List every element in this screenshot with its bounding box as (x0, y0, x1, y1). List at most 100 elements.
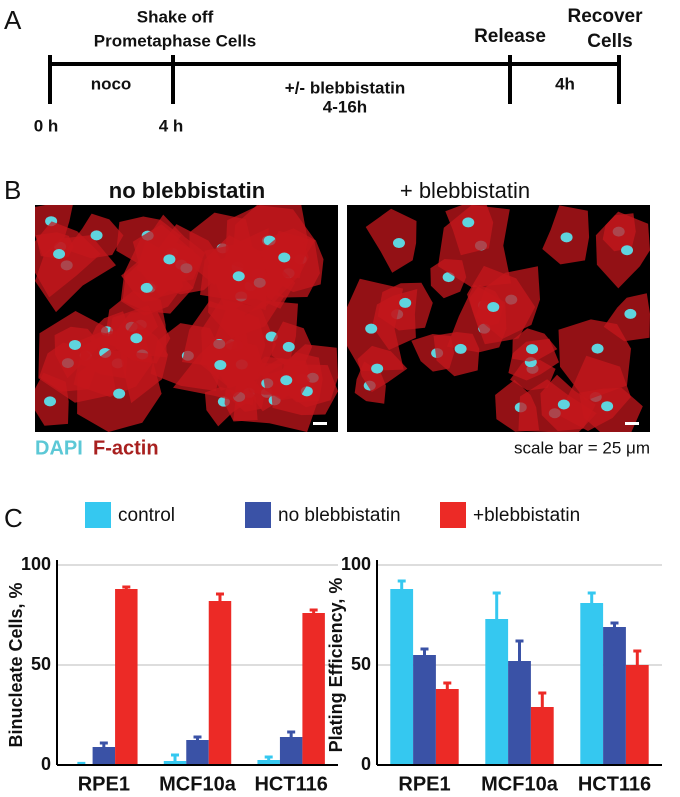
y-tick-label: 100 (21, 554, 51, 574)
scale-bar (313, 422, 327, 425)
error-bar (171, 753, 180, 761)
bar (625, 665, 649, 765)
bar (186, 740, 209, 765)
bar (530, 707, 554, 765)
cell-nucleus (232, 271, 245, 282)
bar (279, 737, 303, 765)
error-bar (193, 735, 202, 740)
y-tick-label: 100 (341, 554, 371, 574)
bar (413, 655, 436, 765)
cell-nucleus (44, 396, 57, 407)
bar (302, 613, 325, 765)
bar (508, 661, 531, 765)
cell-nucleus (621, 245, 634, 256)
x-tick-label: MCF10a (159, 773, 237, 795)
cell-nucleus (53, 249, 66, 260)
timeline-label: Release (474, 26, 546, 47)
cell-nucleus (454, 343, 467, 354)
timeline-label: 4 h (159, 116, 184, 135)
cell-nucleus (526, 344, 539, 355)
timeline (48, 55, 621, 104)
y-axis-label: Plating Efficiency, % (326, 578, 346, 753)
cell-nucleus (601, 401, 614, 412)
bar (115, 589, 138, 765)
legend-label: control (118, 505, 175, 526)
cell-actin (54, 326, 101, 379)
error-bar (397, 579, 406, 589)
error-bar (633, 649, 642, 665)
bar (580, 603, 604, 765)
bar (92, 747, 116, 765)
legend-swatch (440, 502, 466, 528)
y-tick-label: 50 (351, 654, 371, 674)
panel-label: A (4, 5, 22, 35)
cell-actin (467, 265, 536, 345)
stain-label: DAPI (35, 437, 83, 459)
error-bar (515, 639, 524, 661)
legend-swatch (85, 502, 111, 528)
error-bar (287, 730, 296, 737)
charts: 0 50 100 Binucleate Cells, % RPE1 MCF10a HCT11… (6, 554, 662, 795)
legend-label: no blebbistatin (278, 505, 401, 526)
error-bar (77, 761, 86, 765)
y-tick-label: 50 (31, 654, 51, 674)
timeline-label: Prometaphase Cells (94, 31, 257, 50)
micrograph (347, 205, 650, 432)
cell-nucleus (130, 333, 143, 344)
error-bar (443, 681, 452, 689)
bar (208, 601, 232, 765)
x-tick-label: MCF10a (481, 773, 559, 795)
timeline-label: 0 h (34, 116, 59, 135)
scale-bar (625, 422, 639, 425)
y-tick-label: 0 (41, 754, 51, 774)
cell-actin (173, 340, 261, 406)
x-tick-label: RPE1 (78, 773, 130, 795)
cell-nucleus (214, 360, 227, 371)
bar (390, 589, 414, 765)
bar (163, 761, 187, 765)
cell-actin (433, 332, 480, 377)
cell-nucleus (399, 297, 412, 308)
cell-actin (35, 221, 101, 298)
error-bar (99, 741, 108, 747)
cell-nucleus (462, 217, 475, 228)
micrograph (35, 205, 338, 432)
legend-swatch (245, 502, 271, 528)
cell-actin (558, 319, 631, 401)
error-bar (420, 647, 429, 655)
bar (603, 627, 626, 765)
scale-label: scale bar = 25 μm (514, 438, 650, 457)
timeline-label: 4-16h (323, 97, 367, 116)
cell-nucleus (113, 388, 126, 399)
legend-label: +blebbistatin (473, 505, 580, 526)
cell-nucleus (278, 252, 291, 263)
cell-nucleus (557, 399, 570, 410)
timeline-label: noco (91, 74, 132, 93)
image-title: no blebbistatin (109, 178, 265, 203)
cell-actin (445, 205, 494, 256)
error-bar (610, 621, 619, 627)
cell-nucleus (365, 323, 378, 334)
cell-nucleus (163, 254, 176, 265)
image-title: + blebbistatin (400, 178, 530, 203)
bar (257, 760, 280, 765)
cell-nucleus (90, 230, 103, 241)
panel-label: B (4, 175, 21, 205)
y-tick-label: 0 (361, 754, 371, 774)
x-tick-label: HCT116 (254, 773, 327, 795)
bar (485, 619, 509, 765)
timeline-label: Cells (587, 31, 632, 52)
error-bar (492, 591, 501, 619)
stain-label: F-actin (93, 437, 159, 459)
cell-actin (365, 208, 417, 273)
error-bar (538, 691, 547, 707)
timeline-label: 4h (555, 74, 575, 93)
error-bar (264, 755, 273, 760)
bar (435, 689, 459, 765)
cell-nucleus (68, 339, 81, 350)
error-bar (215, 592, 224, 601)
timeline-label: +/- blebbistatin (285, 78, 405, 97)
error-bar (309, 608, 318, 613)
timeline-label: Recover (568, 6, 644, 27)
